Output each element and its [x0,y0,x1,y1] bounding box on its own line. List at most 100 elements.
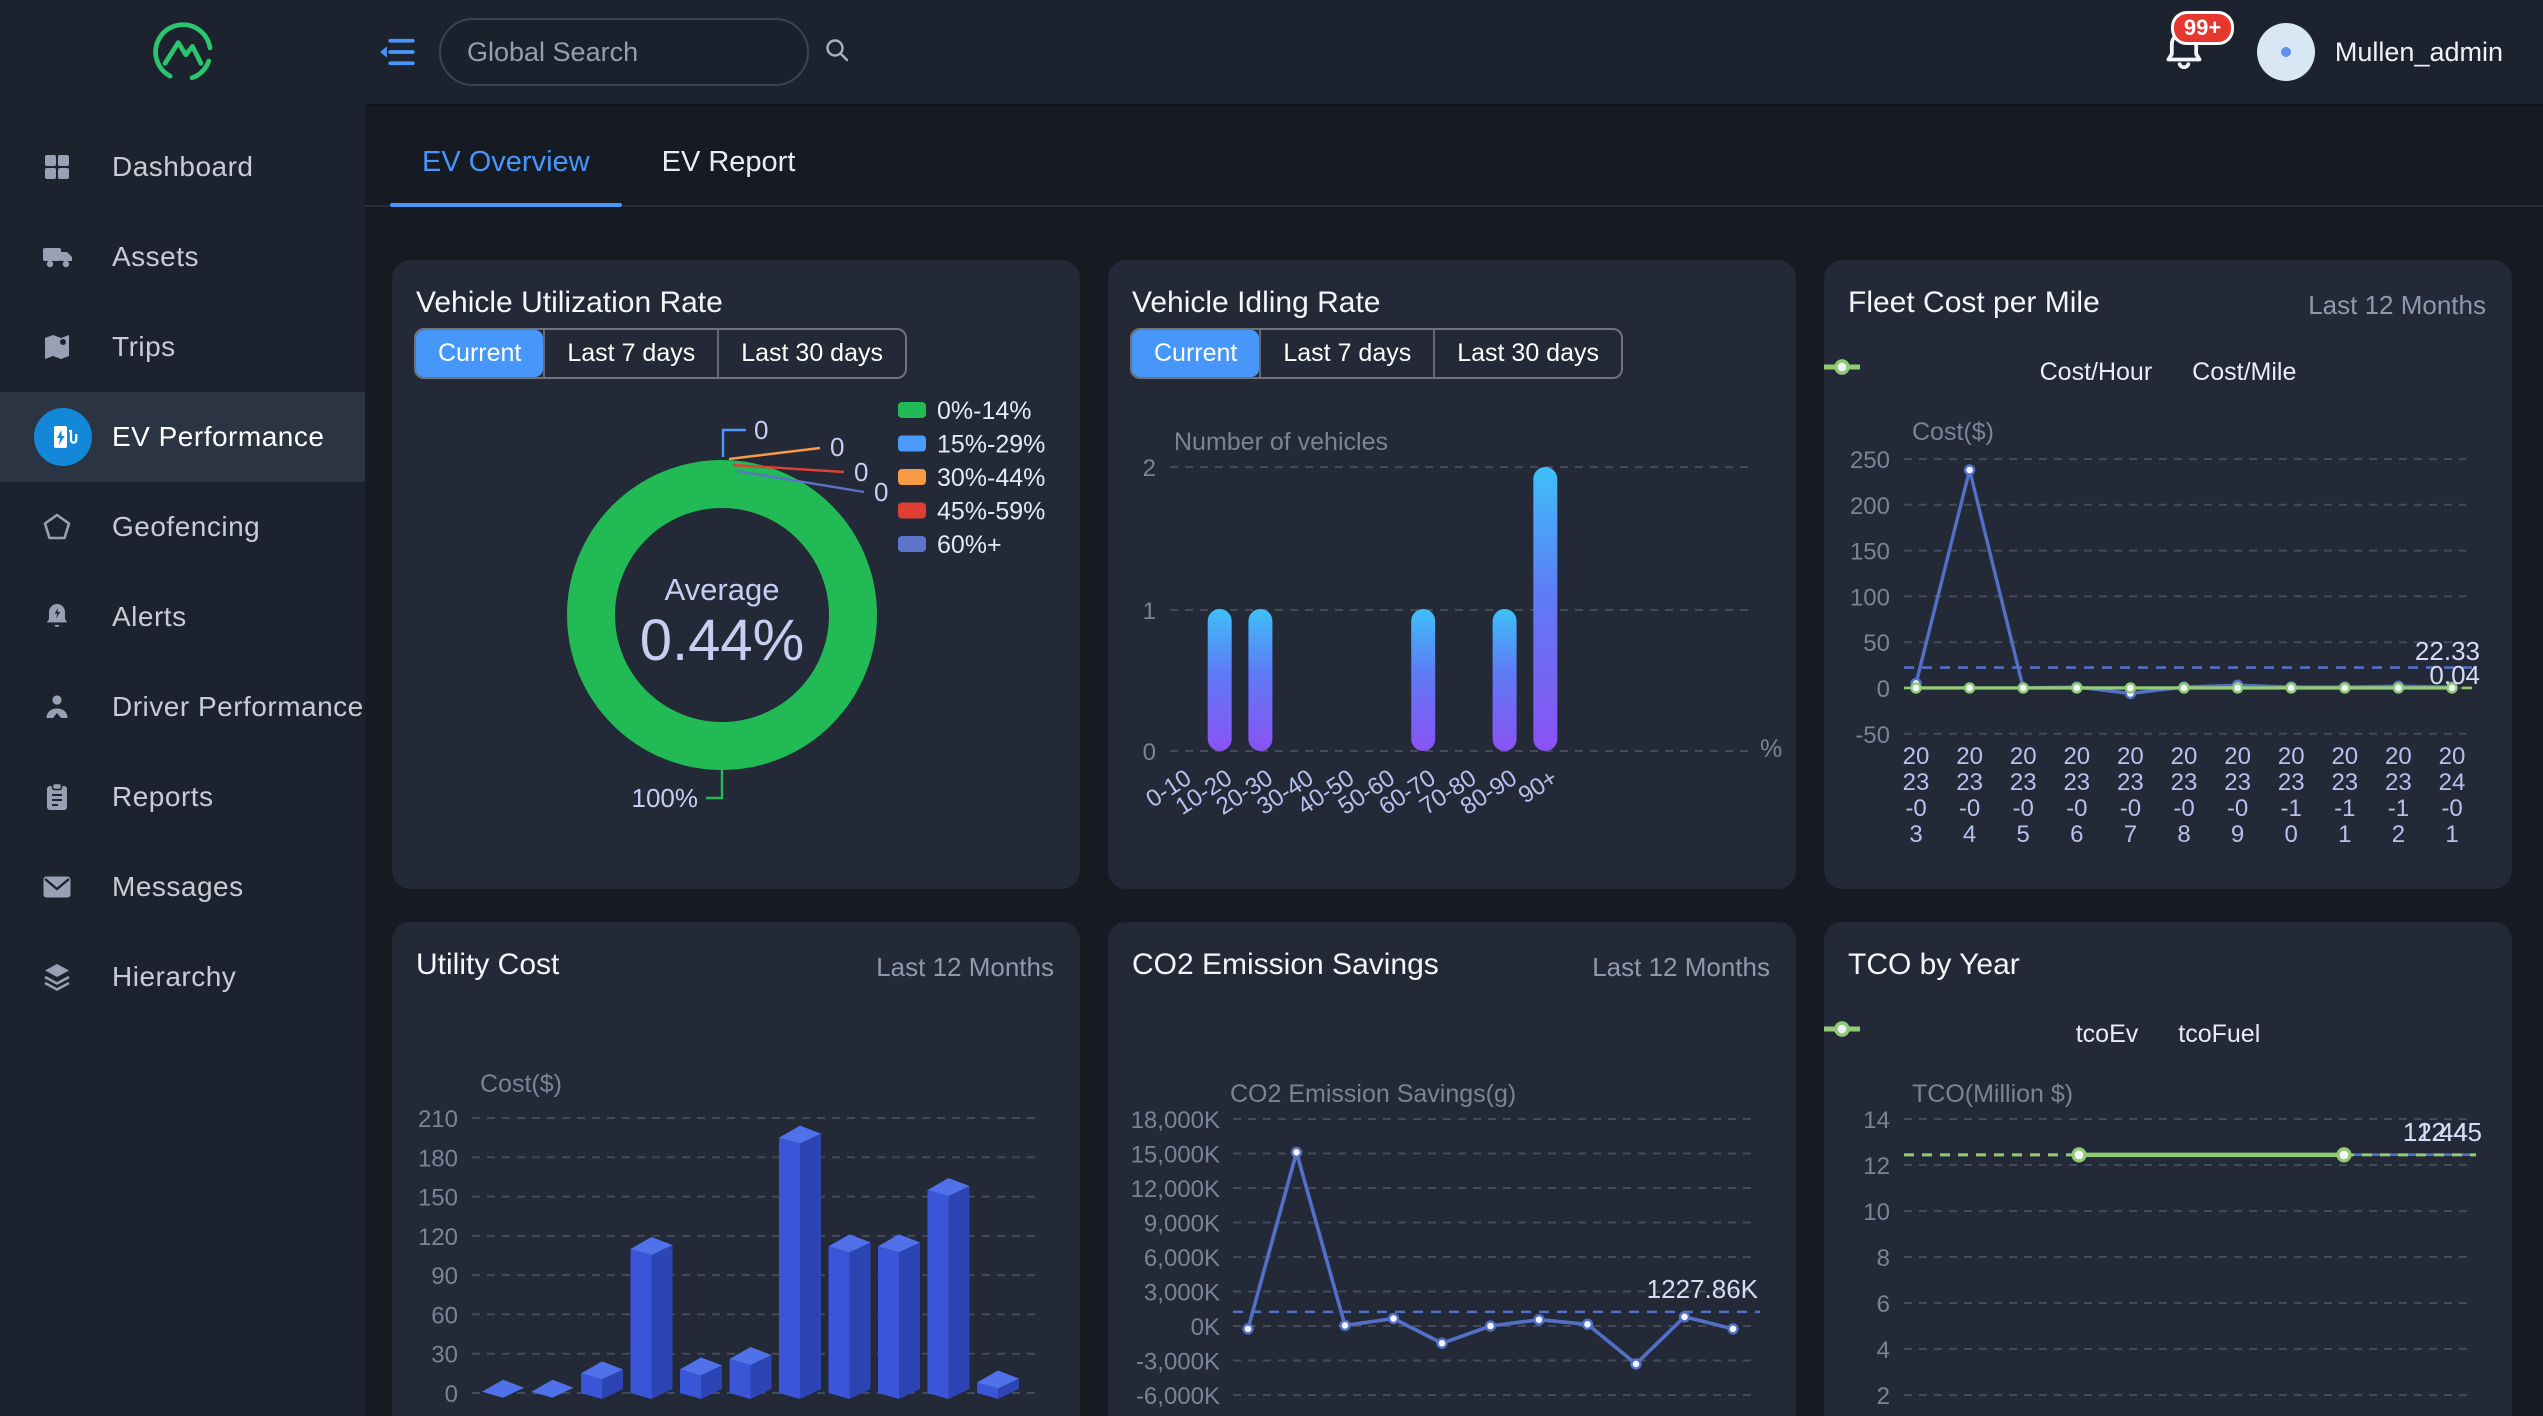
y-tick-label: 9,000K [1144,1211,1220,1238]
data-point[interactable] [1727,1323,1739,1335]
tab-ev-report[interactable]: EV Report [661,146,796,178]
data-point[interactable] [1678,1311,1691,1323]
series-line [1246,1150,1734,1366]
y-tick-label: 6 [1877,1291,1890,1318]
donut-center-value: 0.44% [640,608,804,673]
dashboard-icon [42,152,112,182]
sidebar-item-driver-performance[interactable]: Driver Performance [0,662,365,752]
y-tick-label: 90 [431,1263,458,1290]
utility-bar[interactable] [828,1234,871,1399]
sidebar-item-hierarchy[interactable]: Hierarchy [0,932,365,1022]
data-point[interactable] [1436,1337,1448,1349]
legend-item-tcofuel[interactable]: tcoFuel [1824,1020,2260,1049]
legend-swatch[interactable] [898,402,926,418]
legend-swatch[interactable] [898,469,926,485]
y-tick-label: 12 [1863,1153,1890,1180]
legend-swatch[interactable] [898,536,926,552]
data-point[interactable] [1484,1320,1497,1332]
utility-bar[interactable] [531,1379,574,1398]
search-input[interactable] [465,35,823,69]
x-tick-label: 20 23 -1 0 [2278,743,2305,848]
legend-label: 15%-29% [937,431,1045,459]
period-button-last-30-days[interactable]: Last 30 days [1433,330,1621,377]
search-icon[interactable] [823,36,851,69]
data-point[interactable] [2446,682,2458,694]
sidebar-item-alerts[interactable]: Alerts [0,572,365,662]
card-vehicle-utilization-rate: Vehicle Utilization Rate Current Last 7 d… [392,260,1080,889]
utility-bar[interactable] [927,1178,970,1399]
sidebar-item-geofencing[interactable]: Geofencing [0,482,365,572]
utility-bar[interactable] [630,1236,673,1399]
sidebar-item-dashboard[interactable]: Dashboard [0,122,365,212]
idle-bar[interactable] [1533,467,1558,751]
data-point[interactable] [1290,1146,1303,1159]
data-point[interactable] [1533,1313,1545,1326]
period-button-current[interactable]: Current [416,330,544,377]
card-title: Utility Cost [416,948,560,981]
data-point[interactable] [2336,1147,2352,1163]
y-tick-label: 1 [1143,598,1156,625]
data-point[interactable] [2071,682,2083,694]
data-point[interactable] [1963,682,1976,694]
data-point[interactable] [1910,682,1922,694]
utility-bar[interactable] [581,1361,623,1399]
legend-swatch[interactable] [898,502,926,519]
idle-bar[interactable] [1207,609,1232,751]
y-tick-label: 12,000K [1131,1176,1220,1203]
legend-swatch[interactable] [898,435,926,452]
fleet-cost-line-chart: Cost($) 250 200 150 100 50 0 -50 22.330.04 20 23 -0… [1850,418,2480,848]
data-point[interactable] [2285,682,2297,694]
idle-bar[interactable] [1248,609,1273,751]
trips-icon [42,332,112,362]
card-fleet-cost-per-mile: Fleet Cost per Mile Last 12 Months Cost/… [1824,260,2512,889]
utility-bar[interactable] [729,1346,772,1399]
data-point[interactable] [2017,682,2029,694]
period-button-current[interactable]: Current [1132,330,1260,377]
average-value-label: 12.44 [2403,1117,2468,1147]
y-tick-label: 4 [1877,1337,1890,1364]
notifications-bell-icon[interactable]: 99+ [2161,10,2235,78]
data-point[interactable] [2231,682,2244,694]
sidebar-item-label: Assets [112,241,200,272]
data-point[interactable] [2124,682,2137,694]
utility-bar[interactable] [680,1357,722,1399]
sidebar-item-reports[interactable]: Reports [0,752,365,842]
data-point[interactable] [1963,464,1976,476]
utility-bar[interactable] [878,1234,920,1399]
driver-icon [42,692,112,722]
sidebar-item-messages[interactable]: Messages [0,842,365,932]
data-point[interactable] [1339,1319,1351,1332]
idle-bar[interactable] [1411,609,1436,751]
period-button-last-7-days[interactable]: Last 7 days [543,330,717,377]
utility-bar[interactable] [482,1379,524,1398]
idle-bar[interactable] [1492,609,1517,751]
period-label: Last 12 Months [1592,952,1770,982]
period-button-last-7-days[interactable]: Last 7 days [1259,330,1433,377]
utility-bar[interactable] [779,1125,821,1399]
y-axis-title: Cost($) [1912,418,1994,446]
tab-ev-overview[interactable]: EV Overview [390,106,622,207]
reports-icon [42,782,112,812]
sidebar-item-trips[interactable]: Trips [0,302,365,392]
slice-value-label: 0 [854,457,868,487]
data-point[interactable] [2071,1147,2087,1163]
data-point[interactable] [1581,1318,1594,1330]
x-tick-label: 20 24 -0 1 [2439,743,2466,848]
period-button-last-30-days[interactable]: Last 30 days [717,330,905,377]
sidebar-item-ev-performance[interactable]: EV Performance [0,392,365,482]
series-line-Cost/Hour [1914,468,2453,696]
data-point[interactable] [1242,1323,1254,1335]
data-point[interactable] [1630,1358,1642,1370]
data-point[interactable] [2339,682,2351,694]
data-point[interactable] [2178,682,2190,694]
sidebar-item-assets[interactable]: Assets [0,212,365,302]
sidebar: Dashboard Assets Trips EV Performance Geofen… [0,104,365,1416]
avatar[interactable] [2256,23,2315,81]
utility-bar[interactable] [977,1370,1019,1399]
average-value-label: 12.45 [2417,1117,2482,1147]
logo [0,19,365,85]
sidebar-collapse-icon[interactable] [379,36,415,68]
legend-item-cost-mile[interactable]: Cost/Mile [1824,358,2296,387]
data-point[interactable] [1387,1312,1400,1325]
data-point[interactable] [2392,682,2405,694]
